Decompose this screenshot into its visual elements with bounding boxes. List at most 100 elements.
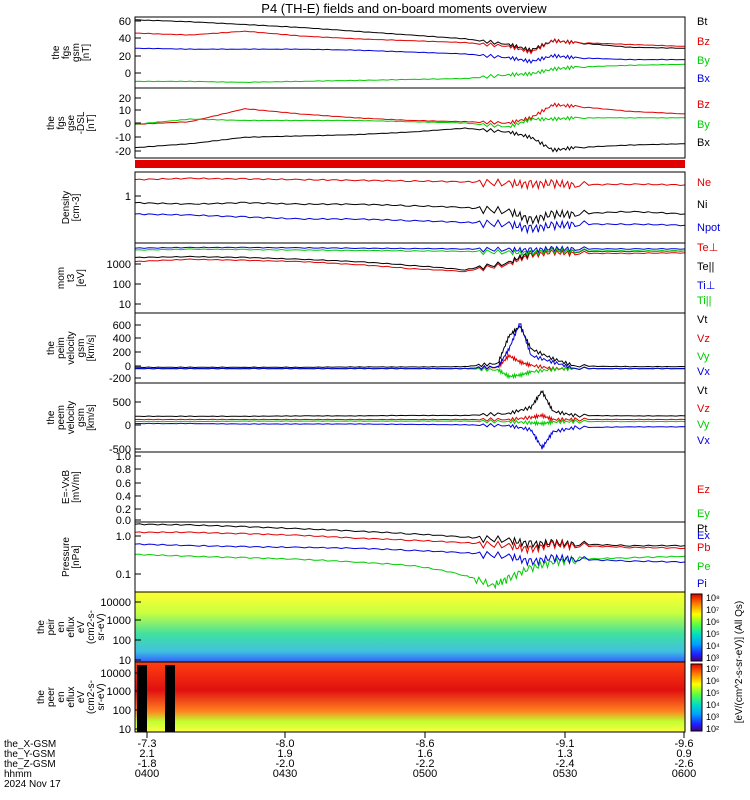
legend-entry: Vz xyxy=(697,403,710,415)
series-pressure-Pi xyxy=(134,543,686,567)
legend-entry: Pe xyxy=(697,561,710,573)
x-row-label: the_Y-GSM xyxy=(4,749,55,760)
y-tick-label: 60 xyxy=(119,16,131,28)
x-tick-label: -8.6 xyxy=(416,738,435,750)
y-axis-label: [km/s] xyxy=(86,334,97,361)
y-tick-label: 500 xyxy=(113,397,131,409)
colorbar-tick-label: 10⁶ xyxy=(706,676,720,686)
y-axis-label: the xyxy=(36,690,47,704)
colorbar-bottom xyxy=(690,663,703,732)
x-tick-label: -1.8 xyxy=(138,758,157,770)
colorbar-label: [eV/(cm^2-s-sr-eV)] (All Qs) xyxy=(734,601,745,723)
y-tick-label: 10 xyxy=(119,105,131,117)
y-tick-label: 100 xyxy=(113,705,131,717)
x-tick-label: -9.1 xyxy=(556,738,575,750)
legend-entry: Vy xyxy=(697,419,710,431)
colorbar-tick-label: 10³ xyxy=(706,712,719,722)
y-tick-label: 10000 xyxy=(100,597,131,609)
panel-frame xyxy=(134,451,686,523)
panel-frame xyxy=(134,382,686,453)
x-tick-label: 0500 xyxy=(413,768,437,780)
panel-frame xyxy=(134,171,686,244)
colorbar: 10⁸10⁷10⁶10⁵10⁴10³10⁷10⁶10⁵10⁴10³10²[eV/… xyxy=(690,593,745,734)
legend-entry: Vx xyxy=(697,435,710,447)
series-peim_velocity-Vt xyxy=(134,324,686,369)
y-tick-label: -200 xyxy=(109,373,131,385)
colorbar-tick-label: 10⁷ xyxy=(706,664,719,674)
y-axis-label: Density xyxy=(61,191,72,224)
x-row-label: the_Z-GSM xyxy=(4,759,56,770)
legend-entry: Ti⊥ xyxy=(697,280,715,292)
y-axis-label: the xyxy=(46,410,57,424)
series-peem_velocity-Vt xyxy=(134,389,686,418)
y-axis-label: (cm2-s- xyxy=(86,610,97,644)
series-pressure-Pe xyxy=(134,553,686,590)
panel-temperature: 1000 100 10 mom t3 [eV] Te⊥ Te|| Ti⊥ Ti|| xyxy=(56,242,718,314)
x-tick-label: -7.3 xyxy=(138,738,157,750)
y-axis-label: (cm2-s- xyxy=(86,680,97,714)
series-fgs_gsm-By xyxy=(134,63,686,84)
y-axis-label: fgs xyxy=(56,116,67,129)
series-temperature-Ti⊥ xyxy=(134,245,686,255)
x-tick-label: 0530 xyxy=(553,768,577,780)
series-fgs_gsm-Bx xyxy=(135,47,685,65)
y-tick-label: -500 xyxy=(109,444,131,456)
x-tick-label: 0.9 xyxy=(676,748,691,760)
y-axis-label: [eV] xyxy=(76,269,87,287)
series-fgs_gse-Bz xyxy=(134,102,686,125)
y-tick-label: 400 xyxy=(113,333,131,345)
panel-frame xyxy=(134,312,686,384)
y-axis-label: [mV/m] xyxy=(71,471,82,503)
x-tick-label: -2.6 xyxy=(675,758,694,770)
legend-entry: Te⊥ xyxy=(697,242,718,254)
legend-entry: Te|| xyxy=(697,261,714,273)
y-axis-label: en xyxy=(56,621,67,632)
x-tick-label: 1.6 xyxy=(417,748,432,760)
legend-entry: Bz xyxy=(697,99,710,111)
legend-entry: Bz xyxy=(697,36,710,48)
x-tick-label: -8.0 xyxy=(276,738,295,750)
y-tick-label: 200 xyxy=(113,347,131,359)
y-axis-label: gse xyxy=(66,115,77,132)
x-tick-label: -2.2 xyxy=(416,758,435,770)
x-tick-label: -2.4 xyxy=(556,758,575,770)
series-density-Ne xyxy=(134,177,686,191)
y-axis-label: -DSL xyxy=(76,111,87,134)
colorbar-tick-label: 10⁵ xyxy=(706,688,720,698)
y-tick-label: 0.0 xyxy=(116,515,131,527)
y-tick-label: -20 xyxy=(115,146,131,158)
y-tick-label: 1 xyxy=(125,191,131,203)
y-axis-label: the xyxy=(46,341,57,355)
series-fgs_gsm-Bt xyxy=(134,19,685,53)
x-tick-label: 0430 xyxy=(273,768,297,780)
y-tick-label: 0.2 xyxy=(116,504,131,516)
y-tick-label: 20 xyxy=(119,93,131,105)
y-tick-label: 600 xyxy=(113,320,131,332)
spectrogram xyxy=(135,592,685,662)
legend-entry: By xyxy=(697,119,710,131)
y-axis-label: peim xyxy=(56,337,67,359)
series-pressure-Pt xyxy=(134,523,686,550)
colorbar-tick-label: 10⁸ xyxy=(706,593,720,603)
legend-entry: Vy xyxy=(697,351,710,363)
y-axis-label: the xyxy=(46,116,57,130)
series-peem_velocity-Vx xyxy=(134,422,686,450)
x-tick-label: -2.0 xyxy=(276,758,295,770)
y-axis-label: eflux xyxy=(66,686,77,707)
legend-entry: Ni xyxy=(697,199,707,211)
y-tick-label: -10 xyxy=(115,132,131,144)
y-tick-label: 1000 xyxy=(107,615,131,627)
y-axis-label: peem xyxy=(56,405,67,430)
y-tick-label: 1000 xyxy=(107,686,131,698)
series-temperature-Ti|| xyxy=(134,247,686,257)
y-axis-label: mom xyxy=(56,267,67,289)
y-axis-label: velocity xyxy=(66,331,77,364)
y-tick-label: 0 xyxy=(125,420,131,432)
y-axis-label: en xyxy=(56,691,67,702)
y-tick-label: 0 xyxy=(125,68,131,80)
